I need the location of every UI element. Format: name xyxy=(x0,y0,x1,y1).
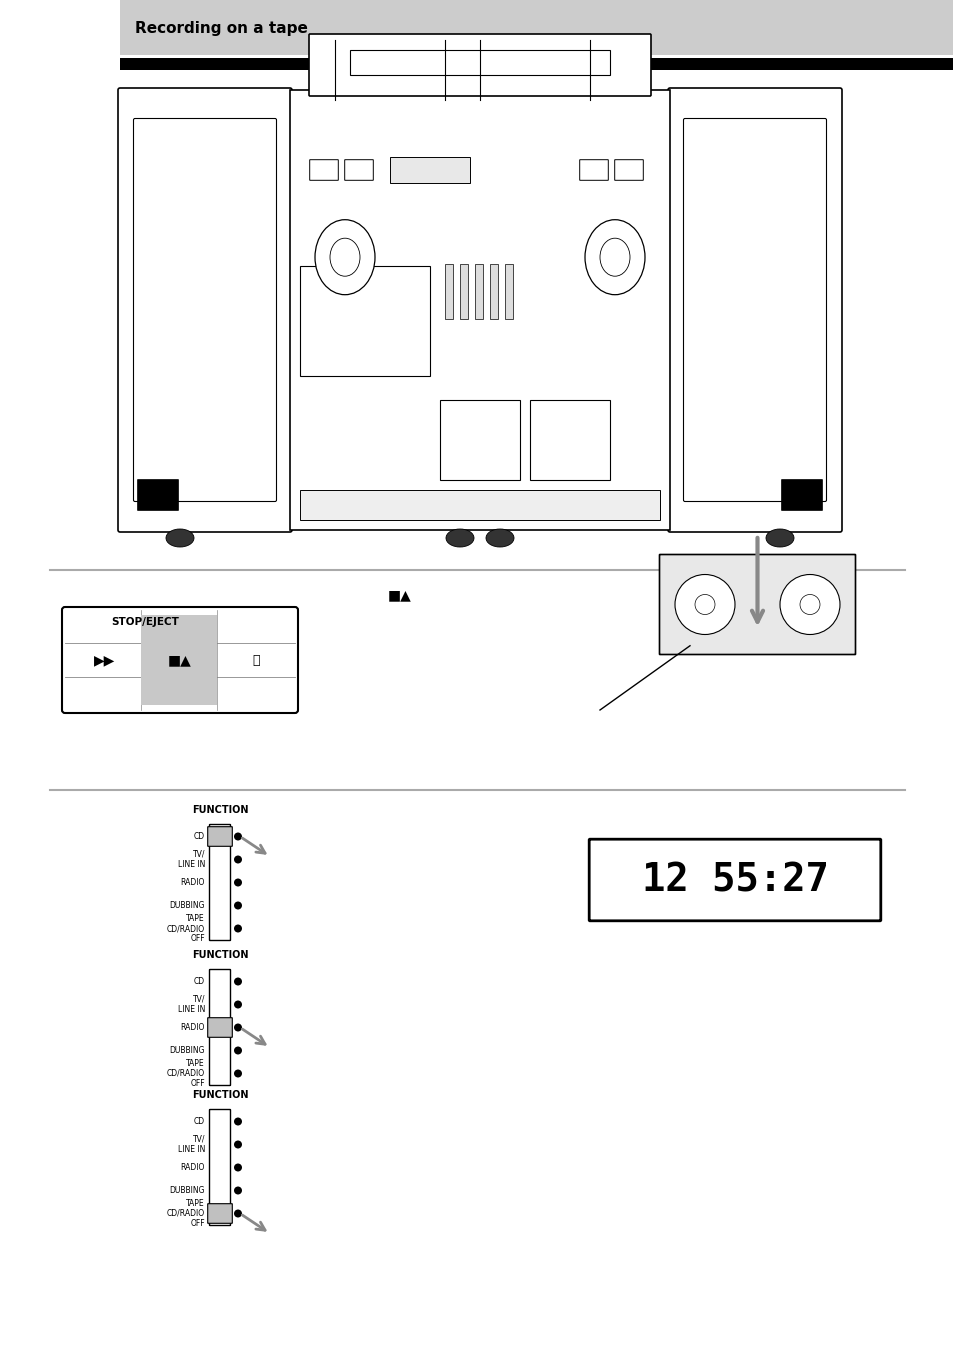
Bar xyxy=(120,58,953,70)
Ellipse shape xyxy=(765,529,793,548)
FancyBboxPatch shape xyxy=(309,34,650,96)
FancyBboxPatch shape xyxy=(133,119,276,502)
Bar xyxy=(299,266,430,376)
Text: FUNCTION: FUNCTION xyxy=(192,950,248,960)
Circle shape xyxy=(233,902,242,910)
Bar xyxy=(299,489,659,521)
Ellipse shape xyxy=(330,238,359,276)
Circle shape xyxy=(233,833,242,841)
Circle shape xyxy=(233,1118,242,1125)
Text: TV/
LINE IN: TV/ LINE IN xyxy=(177,995,205,1014)
Text: DUBBING: DUBBING xyxy=(170,1046,205,1055)
Circle shape xyxy=(233,1023,242,1032)
Bar xyxy=(504,264,513,319)
Bar xyxy=(530,400,609,480)
Text: ▶▶: ▶▶ xyxy=(93,653,114,667)
FancyBboxPatch shape xyxy=(614,160,642,180)
FancyBboxPatch shape xyxy=(781,480,821,511)
Ellipse shape xyxy=(695,595,714,615)
Text: CD: CD xyxy=(193,1117,205,1126)
Text: RADIO: RADIO xyxy=(180,1163,205,1172)
Ellipse shape xyxy=(675,575,734,634)
Text: Recording on a tape: Recording on a tape xyxy=(135,20,308,35)
Text: TAPE
CD/RADIO
OFF: TAPE CD/RADIO OFF xyxy=(167,914,205,944)
FancyBboxPatch shape xyxy=(210,1110,231,1225)
FancyBboxPatch shape xyxy=(210,825,231,941)
FancyBboxPatch shape xyxy=(62,607,297,713)
FancyBboxPatch shape xyxy=(208,1203,233,1224)
Text: DUBBING: DUBBING xyxy=(170,900,205,910)
FancyBboxPatch shape xyxy=(667,88,841,531)
FancyBboxPatch shape xyxy=(208,826,233,846)
Text: FUNCTION: FUNCTION xyxy=(192,804,248,815)
Ellipse shape xyxy=(599,238,629,276)
Bar xyxy=(475,264,482,319)
FancyBboxPatch shape xyxy=(344,160,373,180)
Text: ■▲: ■▲ xyxy=(168,653,192,667)
Circle shape xyxy=(233,1046,242,1055)
Text: TV/
LINE IN: TV/ LINE IN xyxy=(177,850,205,869)
Ellipse shape xyxy=(166,529,193,548)
Ellipse shape xyxy=(584,220,644,295)
Text: RADIO: RADIO xyxy=(180,1023,205,1032)
Bar xyxy=(120,0,953,55)
Circle shape xyxy=(233,1164,242,1171)
Ellipse shape xyxy=(780,575,840,634)
Bar xyxy=(444,264,453,319)
Text: TV/
LINE IN: TV/ LINE IN xyxy=(177,1134,205,1155)
Text: ⏸: ⏸ xyxy=(252,653,259,667)
Ellipse shape xyxy=(314,220,375,295)
Bar xyxy=(290,91,669,530)
Circle shape xyxy=(233,925,242,933)
Bar xyxy=(459,264,468,319)
Text: CD: CD xyxy=(193,831,205,841)
Bar xyxy=(439,400,519,480)
Bar xyxy=(350,50,609,74)
Circle shape xyxy=(233,1000,242,1009)
Text: CD: CD xyxy=(193,977,205,986)
FancyBboxPatch shape xyxy=(137,480,178,511)
Bar xyxy=(141,615,216,704)
Text: STOP/EJECT: STOP/EJECT xyxy=(111,617,179,627)
FancyBboxPatch shape xyxy=(589,840,880,921)
Text: FUNCTION: FUNCTION xyxy=(192,1090,248,1101)
Text: DUBBING: DUBBING xyxy=(170,1186,205,1195)
FancyBboxPatch shape xyxy=(310,160,338,180)
FancyBboxPatch shape xyxy=(208,1018,233,1037)
FancyBboxPatch shape xyxy=(682,119,825,502)
FancyBboxPatch shape xyxy=(683,575,830,650)
Circle shape xyxy=(233,856,242,864)
FancyBboxPatch shape xyxy=(579,160,608,180)
Ellipse shape xyxy=(485,529,514,548)
FancyBboxPatch shape xyxy=(210,969,231,1086)
FancyBboxPatch shape xyxy=(118,88,292,531)
Circle shape xyxy=(233,1141,242,1148)
Circle shape xyxy=(233,1069,242,1078)
Text: 12 55:27: 12 55:27 xyxy=(640,861,827,899)
Text: ■▲: ■▲ xyxy=(388,588,412,602)
Text: TAPE
CD/RADIO
OFF: TAPE CD/RADIO OFF xyxy=(167,1199,205,1229)
Circle shape xyxy=(233,1210,242,1218)
Ellipse shape xyxy=(800,595,820,615)
Circle shape xyxy=(233,879,242,887)
Bar xyxy=(390,157,470,183)
Bar xyxy=(490,264,497,319)
Text: RADIO: RADIO xyxy=(180,877,205,887)
Text: TAPE
CD/RADIO
OFF: TAPE CD/RADIO OFF xyxy=(167,1059,205,1088)
Ellipse shape xyxy=(446,529,474,548)
FancyBboxPatch shape xyxy=(659,554,855,654)
Circle shape xyxy=(233,977,242,986)
Circle shape xyxy=(233,1187,242,1195)
